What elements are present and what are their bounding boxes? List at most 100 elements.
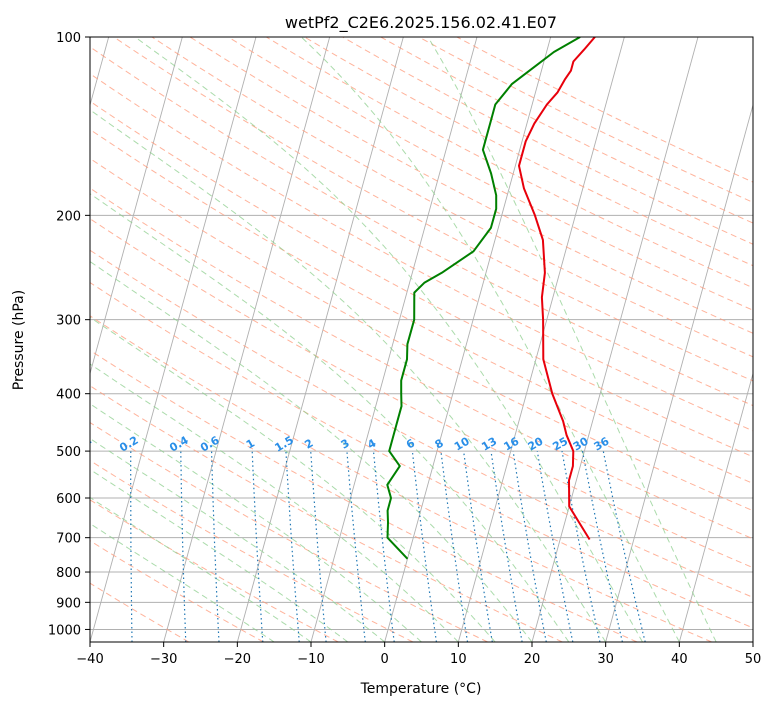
moist-adiabat-line: [90, 193, 570, 642]
y-tick-label: 600: [56, 492, 81, 507]
moist-adiabat-line: [90, 260, 533, 642]
dry-adiabat-line: [151, 37, 753, 358]
mixing-ratio-lines: [82, 450, 646, 642]
x-axis-ticks: −40 −30 −20 −10 0 10 20 30 40 50: [76, 642, 761, 667]
isotherm-line: [752, 640, 753, 642]
mixing-ratio-line: [490, 451, 523, 642]
dry-adiabat-line: [90, 218, 753, 569]
moist-adiabat-line: [90, 437, 386, 642]
profile-series: [386, 37, 596, 560]
moist-adiabat-line: [90, 363, 459, 642]
mixing-ratio-line: [180, 451, 187, 642]
y-tick-label: 1000: [48, 623, 81, 638]
dry-adiabat-line: [90, 582, 190, 642]
x-tick-label: −20: [224, 652, 251, 667]
y-tick-label: 700: [56, 532, 81, 547]
mixing-ratio-label: 0.1: [70, 434, 93, 455]
isotherm-lines: [90, 37, 753, 642]
dry-adiabat-line: [90, 157, 753, 512]
mixing-ratio-line: [512, 451, 547, 642]
mixing-ratio-label: 4: [365, 436, 378, 451]
moist-adiabat-line: [90, 522, 275, 642]
dry-adiabat-line: [90, 421, 488, 642]
x-tick-label: 40: [671, 652, 688, 667]
x-tick-label: −40: [76, 652, 103, 667]
moist-adiabat-line: [90, 109, 607, 642]
mixing-ratio-label: 6: [404, 436, 417, 451]
isotherm-line: [90, 37, 257, 642]
isotherm-line: [457, 37, 625, 642]
mixing-ratio-line: [411, 451, 437, 642]
dry-adiabat-line: [90, 249, 753, 598]
moist-adiabat-line: [427, 37, 717, 642]
dry-adiabat-line: [90, 499, 339, 642]
isotherm-line: [531, 37, 699, 642]
moist-adiabat-line: [90, 316, 496, 642]
isotherm-line: [678, 371, 753, 642]
x-tick-label: 50: [745, 652, 762, 667]
dry-adiabat-line: [90, 46, 753, 407]
y-tick-label: 900: [56, 596, 81, 611]
mixing-ratio-line: [536, 451, 574, 642]
x-tick-label: 10: [450, 652, 467, 667]
y-tick-label: 400: [56, 388, 81, 403]
mixing-ratio-line: [82, 451, 84, 642]
mixing-ratio-line: [463, 451, 493, 642]
mixing-ratio-line: [602, 450, 646, 642]
mixing-ratio-line: [251, 451, 264, 642]
dry-adiabat-line: [90, 385, 563, 642]
dry-adiabat-line: [90, 128, 753, 484]
y-axis-ticks: 100 200 300 400 500 600 700 800 900 1000: [48, 31, 90, 638]
mixing-ratio-line: [130, 451, 133, 642]
dry-adiabat-line: [227, 37, 753, 311]
y-axis-label: Pressure (hPa): [11, 290, 27, 390]
mixing-ratio-line: [211, 451, 220, 642]
x-tick-label: −10: [297, 652, 324, 667]
dry-adiabat-line: [90, 315, 712, 642]
mixing-ratio-label: 1: [244, 437, 257, 452]
y-tick-label: 500: [56, 445, 81, 460]
isotherm-line: [605, 103, 753, 642]
dry-adiabat-line: [90, 281, 753, 629]
dry-adiabat-line: [266, 37, 753, 289]
plot-frame: [89, 36, 754, 643]
dry-adiabat-line: [90, 73, 753, 432]
y-tick-label: 200: [56, 209, 81, 224]
y-tick-label: 800: [56, 566, 81, 581]
dry-adiabat-line: [113, 37, 753, 382]
chart-title: wetPf2_C2E6.2025.156.02.41.E07: [285, 13, 557, 33]
dry-adiabat-line: [189, 37, 753, 334]
moist-adiabat-line: [90, 403, 422, 642]
y-tick-label: 100: [56, 31, 81, 46]
temperature-profile-line: [518, 37, 596, 541]
mixing-ratio-line: [440, 451, 469, 642]
moist-adiabat-line: [90, 468, 349, 642]
mixing-ratio-line: [581, 450, 623, 642]
mixing-ratio-label: 8: [433, 437, 446, 452]
dry-adiabat-lines: [90, 37, 753, 642]
dry-adiabat-line: [342, 37, 753, 245]
isotherm-line: [236, 37, 404, 642]
dry-adiabat-line: [456, 37, 753, 183]
dry-adiabat-line: [90, 459, 414, 642]
mixing-ratio-line: [561, 450, 601, 642]
x-tick-label: 30: [597, 652, 614, 667]
mixing-ratio-line: [346, 451, 366, 642]
isotherm-line: [90, 37, 183, 376]
dewpoint-profile-line: [386, 37, 581, 560]
dry-adiabat-line: [418, 37, 753, 203]
isotherm-line: [384, 37, 552, 642]
mixing-ratio-line: [285, 451, 300, 642]
moist-adiabat-lines: [90, 37, 717, 642]
isotherm-line: [163, 37, 331, 642]
x-tick-label: −30: [150, 652, 177, 667]
moist-adiabat-line: [134, 37, 643, 642]
dry-adiabat-line: [90, 100, 753, 458]
x-axis-label: Temperature (°C): [360, 681, 482, 697]
moist-adiabat-line: [90, 496, 312, 642]
mixing-ratio-label: 3: [339, 437, 352, 452]
dry-adiabat-line: [90, 187, 753, 540]
plot-area: 0.1 0.2 0.4 0.6 1 1.5 2 3 4 6 8 10 13 16 20 25 30 36: [70, 37, 753, 642]
dry-adiabat-line: [90, 349, 638, 642]
